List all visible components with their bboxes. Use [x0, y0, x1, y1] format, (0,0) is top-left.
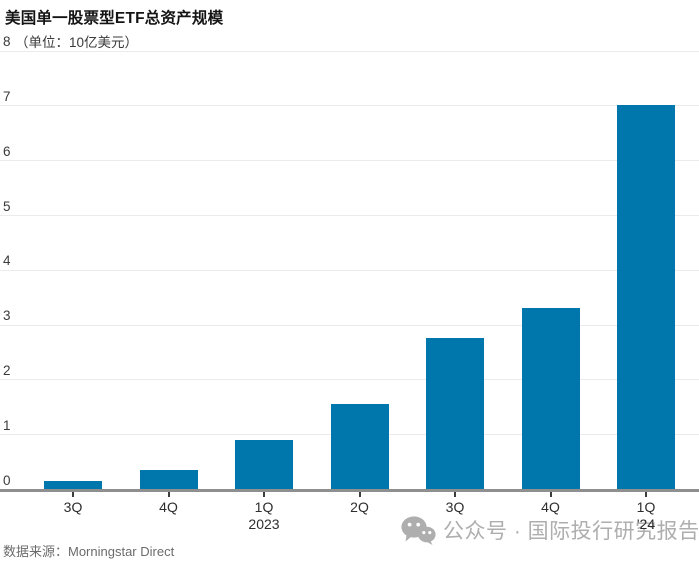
bar [139, 469, 198, 489]
y-axis-tick-label: 5 [3, 198, 11, 214]
gridline [0, 269, 699, 271]
y-axis-tick-label: 3 [3, 308, 11, 324]
gridline [0, 324, 699, 326]
x-axis-tick-label: 2Q [350, 499, 369, 515]
bar [330, 404, 389, 489]
bar [617, 105, 675, 489]
x-axis-tick [454, 492, 456, 497]
watermark: 公众号 · 国际投行研究报告 [401, 515, 699, 545]
bar [521, 308, 580, 489]
x-axis-tick-label: 1Q 2023 [248, 499, 280, 532]
x-axis-tick-label: 1Q '24 [636, 499, 656, 532]
x-axis-tick-label: 3Q [445, 499, 465, 515]
x-axis-tick [263, 492, 265, 497]
x-axis-tick [645, 492, 647, 497]
bar [44, 480, 102, 489]
y-axis-tick-label: 7 [3, 88, 11, 104]
x-axis-line [0, 489, 699, 492]
gridline [0, 379, 699, 381]
x-axis-tick-label: 4Q [541, 499, 560, 515]
y-axis-tick-label: 2 [3, 362, 11, 378]
unit-label: （单位：10亿美元） [15, 35, 139, 50]
x-axis-tick-label: 3Q [63, 499, 83, 515]
x-axis-tick [549, 492, 552, 497]
wechat-icon [401, 515, 436, 545]
x-axis-tick [358, 492, 361, 497]
gridline [0, 105, 699, 107]
gridline [0, 215, 699, 216]
y-axis-tick-label: 4 [3, 253, 11, 269]
x-axis-tick [167, 492, 170, 497]
watermark-text: 公众号 · 国际投行研究报告 [443, 520, 699, 543]
y-axis-tick-label: 0 [3, 472, 11, 488]
y-axis-tick-label: 8 [3, 34, 11, 50]
y-axis-tick-label: 6 [3, 143, 11, 159]
bar [426, 338, 484, 489]
source-note: 数据来源：Morningstar Direct [3, 544, 175, 559]
chart-title: 美国单一股票型ETF总资产规模 [5, 10, 224, 27]
x-axis-tick-label: 4Q [159, 499, 178, 515]
gridline [0, 50, 699, 52]
y-axis-tick-label: 1 [3, 417, 11, 433]
x-axis-tick [72, 492, 74, 497]
bar [235, 439, 293, 489]
gridline [0, 160, 699, 162]
